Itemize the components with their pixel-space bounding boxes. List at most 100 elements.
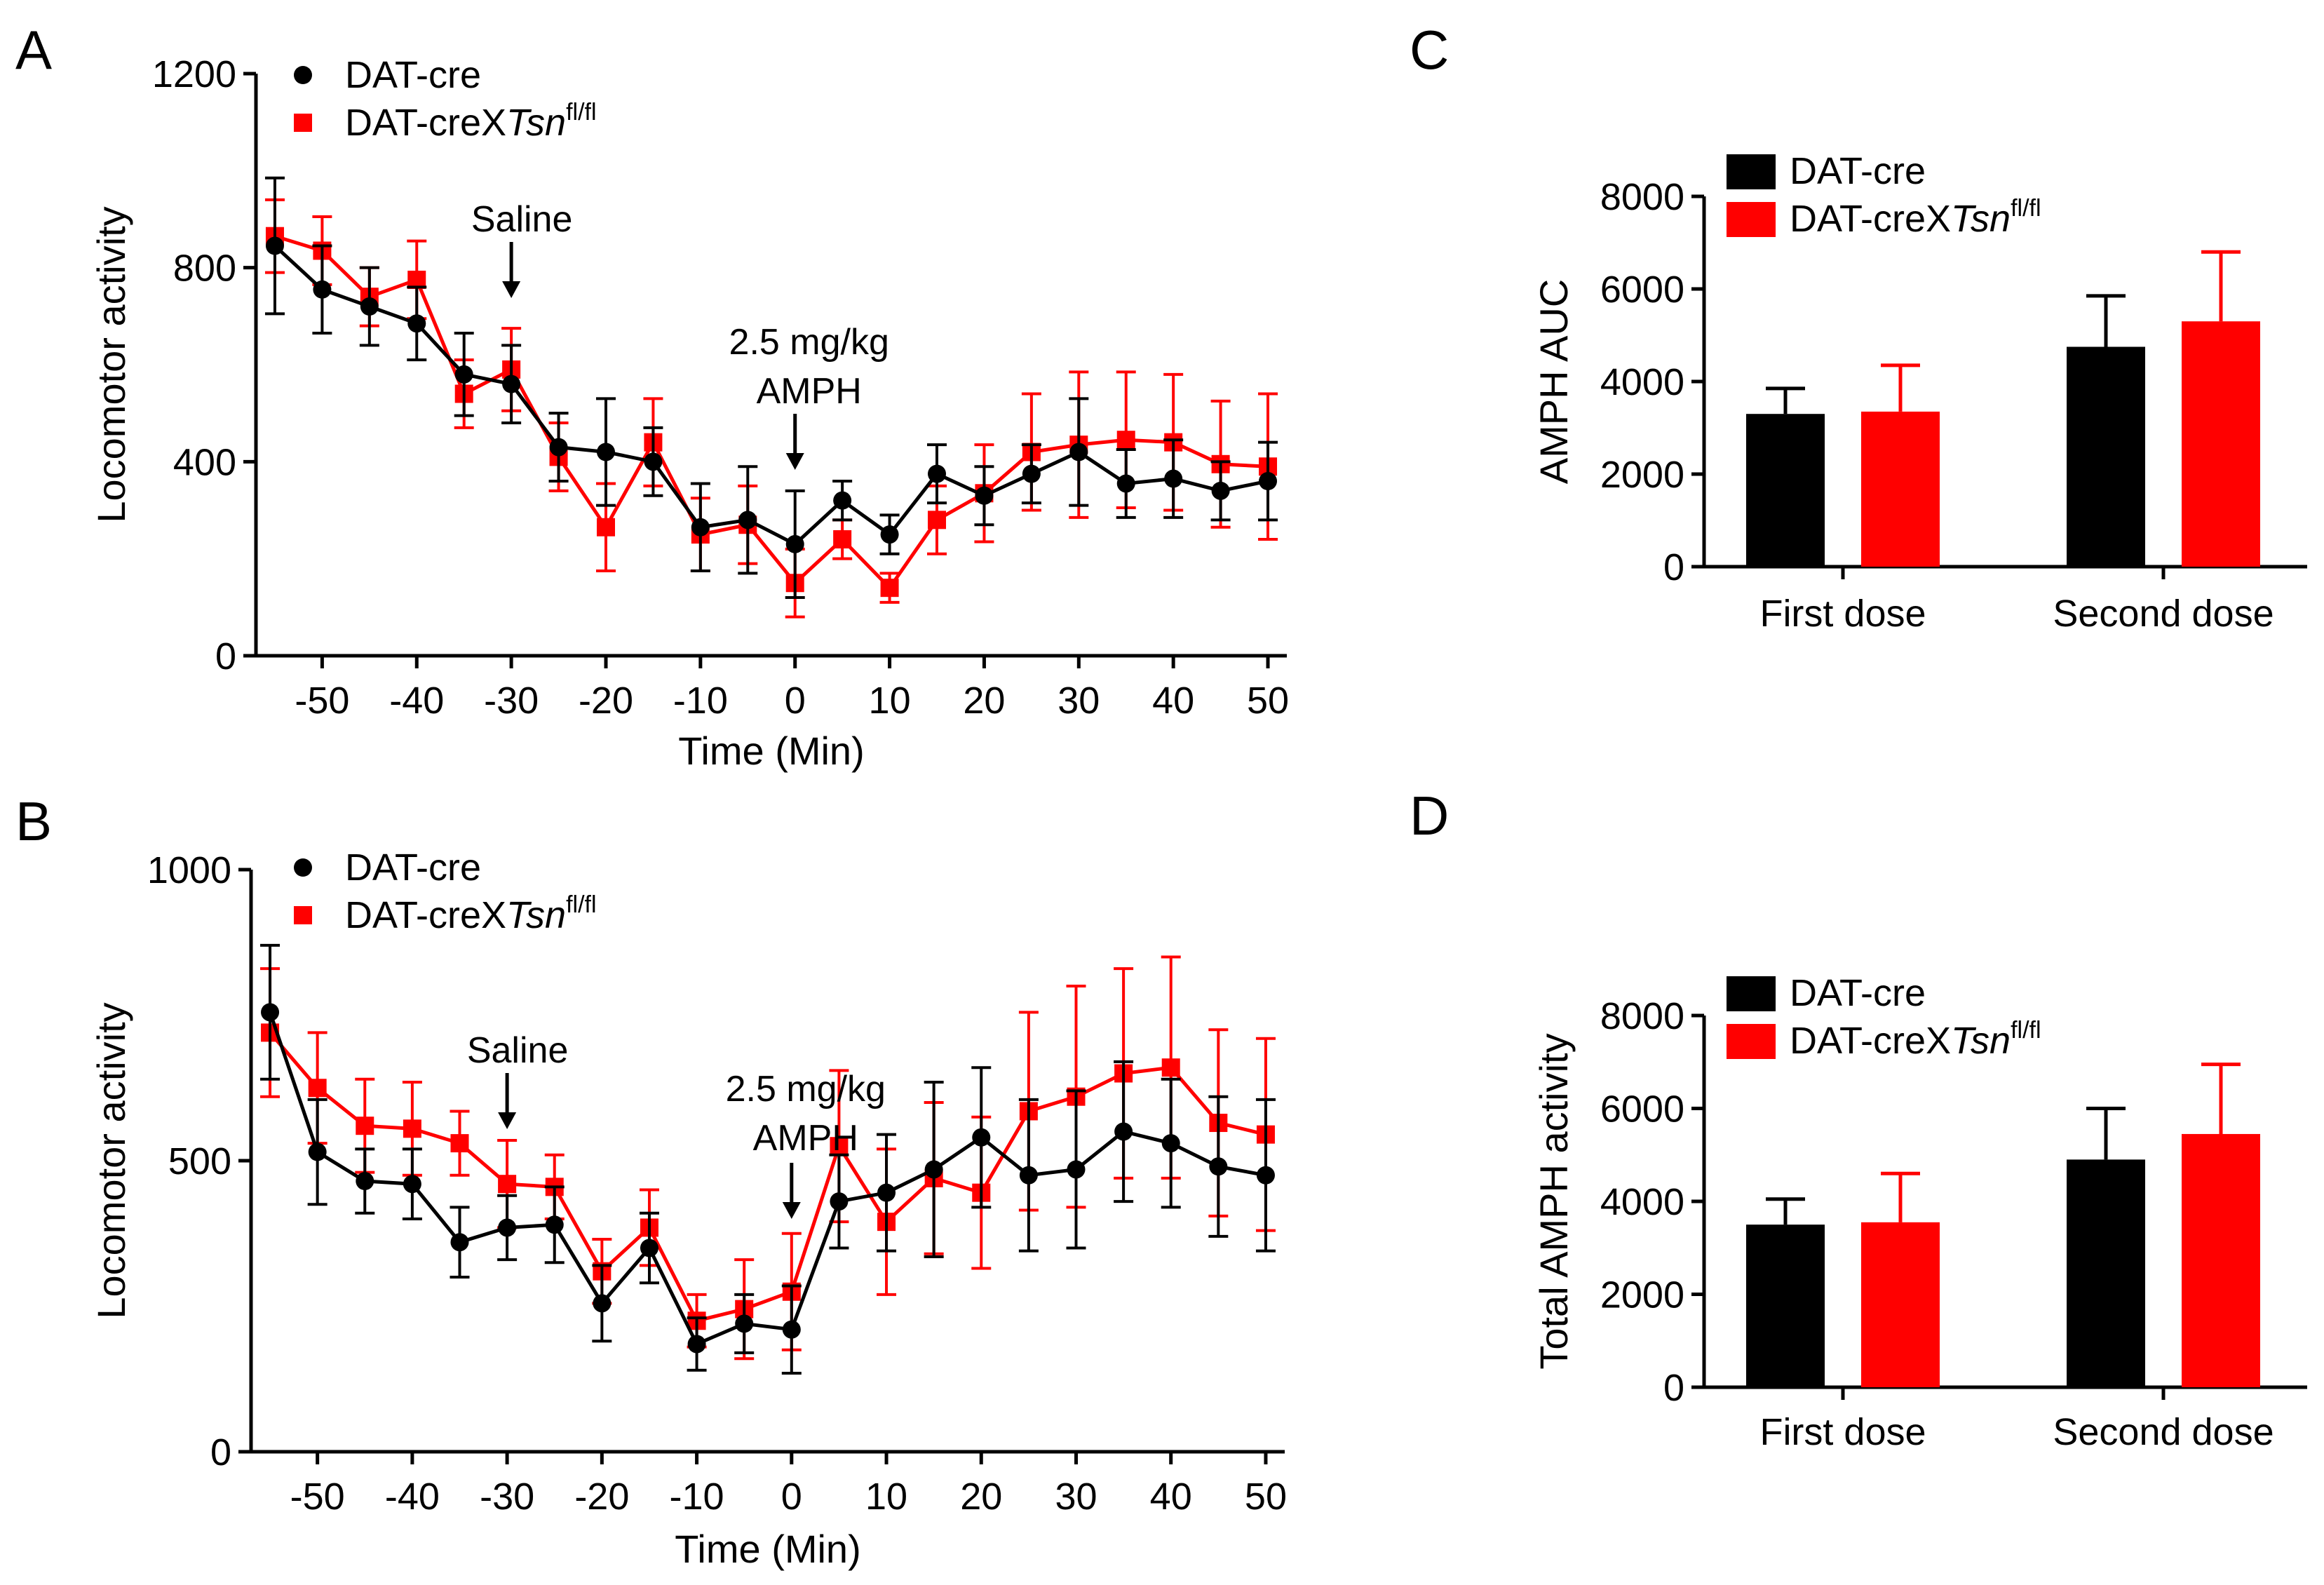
panel-a-xtick-label: 0 (785, 680, 806, 722)
panel-a-data-point (407, 314, 426, 333)
panel-b-data-point (877, 1183, 896, 1202)
panel-a-legend-label-italic: Tsn (506, 102, 566, 144)
panel-b-xtick-label: -40 (385, 1476, 440, 1518)
panel-a-data-point (833, 530, 852, 548)
panel-a-xtick-label: 10 (869, 680, 911, 722)
panel-d-bar-dat-crex-tsn (2182, 1133, 2260, 1387)
panel-a-xtick-label: 30 (1058, 680, 1100, 722)
panel-b-data-point (830, 1192, 849, 1211)
panel-b-xtick-label: 20 (960, 1476, 1002, 1518)
panel-a-xtick-label: -20 (579, 680, 633, 722)
panel-c-legend-label-base: DAT-cre (1790, 150, 1926, 192)
panel-a-data-point (502, 375, 521, 393)
panel-b-data-point (1067, 1160, 1086, 1179)
panel-c-bar-dat-crex-tsn (1861, 411, 1940, 567)
panel-a-data-point (928, 464, 947, 483)
panel-b-annotation-amph-text: 2.5 mg/kg (726, 1069, 886, 1110)
panel-a-data-point (880, 579, 899, 598)
panel-c-legend-label-italic: Tsn (1951, 198, 2011, 240)
panel-a-data-point (1164, 469, 1183, 488)
panel-b-xtick-label: 30 (1055, 1476, 1097, 1518)
panel-a-series-dat-cre (264, 176, 1278, 599)
panel-d-legend-label-italic: Tsn (1951, 1020, 2011, 1062)
panel-b-xtick-label: 10 (865, 1476, 907, 1518)
panel-b-xtick-label: -30 (480, 1476, 534, 1518)
panel-d-legend-label-base: DAT-cre (1790, 972, 1926, 1014)
panel-b-data-point (1161, 1134, 1180, 1153)
panel-b-data-point (498, 1218, 517, 1237)
panel-a-legend-label: DAT-cre (345, 54, 481, 96)
panel-b-data-point (356, 1117, 374, 1135)
panel-a-data-point (1116, 474, 1135, 493)
panel-b-xtick-label: -10 (670, 1476, 724, 1518)
panel-d-ytick-label: 4000 (1600, 1181, 1684, 1223)
panel-c-legend-label: DAT-creXTsnfl/fl (1790, 195, 2041, 240)
panel-a-xtick-label: 50 (1247, 680, 1289, 722)
panel-b-data-point (1256, 1166, 1275, 1185)
panel-a-xtick-label: 40 (1152, 680, 1194, 722)
panel-a-legend-label-base: DAT-cre (345, 54, 481, 96)
panel-b-xtick-label: -20 (574, 1476, 629, 1518)
panel-a-data-point (549, 438, 568, 457)
panel-b-annotation-saline-text: Saline (467, 1030, 569, 1071)
panel-b-legend-label-italic: Tsn (506, 894, 566, 936)
panel-letter-d: D (1410, 785, 1449, 847)
panel-b-data-point (687, 1335, 706, 1354)
panel-a-xtick-label: -30 (484, 680, 539, 722)
panel-b-legend-marker (294, 858, 312, 877)
panel-b-legend-label: DAT-creXTsnfl/fl (345, 891, 597, 936)
panel-a-annotation-amph-text: AMPH (757, 371, 862, 412)
panel-a-legend-label: DAT-creXTsnfl/fl (345, 99, 597, 144)
panel-a-annotation-amph-text: 2.5 mg/kg (729, 322, 889, 363)
panel-d-ytick-label: 8000 (1600, 995, 1684, 1037)
panel-b-data-point (640, 1239, 658, 1257)
panel-b-data-point (545, 1215, 564, 1234)
panel-b-data-point (498, 1175, 517, 1194)
panel-d-ytick-label: 0 (1663, 1367, 1684, 1409)
panel-a-xtick-label: -50 (295, 680, 349, 722)
panel-b-data-point (450, 1233, 469, 1252)
panel-b-ytick-label: 1000 (147, 849, 231, 891)
panel-a-data-point (360, 297, 379, 316)
panel-b-data-point (308, 1142, 327, 1161)
panel-a-legend-marker (294, 114, 312, 132)
panel-a-ytick-label: 400 (173, 441, 236, 483)
panel-a-annotation-arrow-head (785, 453, 804, 470)
panel-a-data-point (738, 511, 757, 530)
panel-c-category-label: Second dose (2053, 593, 2274, 635)
panel-d: D 0 2000 4000 6000 8000 Total AMPH activity Fi… (1410, 785, 2307, 1453)
panel-b-xtick-label: -50 (290, 1476, 345, 1518)
panel-a-data-point (691, 518, 710, 537)
panel-c-ytick-label: 4000 (1600, 361, 1684, 403)
panel-d-legend-label-base: DAT-creX (1790, 1020, 1951, 1062)
panel-b-data-point (1114, 1122, 1133, 1141)
panel-a: A 0 400 800 1200 -50 -40 -30 -20 -10 0 10 20 30 40 50 T… (15, 19, 1289, 773)
panel-letter-c: C (1410, 19, 1449, 81)
panel-b-ytick-label: 500 (168, 1140, 231, 1182)
panel-b: B 0 500 1000 -50 -40 -30 -20 -10 0 10 20 30 40 50 Time… (15, 790, 1287, 1571)
panel-b-data-point (972, 1128, 991, 1147)
panel-d-legend-label: DAT-creXTsnfl/fl (1790, 1017, 2041, 1062)
panel-a-data-point (1211, 481, 1230, 500)
panel-c-legend-label-base: DAT-creX (1790, 198, 1951, 240)
panel-a-xtick-label: -10 (673, 680, 728, 722)
panel-a-data-point (1259, 472, 1278, 490)
panel-b-data-point (924, 1160, 943, 1179)
panel-b-annotation-amph-text: AMPH (753, 1118, 858, 1159)
panel-d-y-axis-label: Total AMPH activity (1532, 1033, 1576, 1369)
panel-a-annotation-arrow-head (502, 281, 521, 298)
panel-b-data-point (735, 1314, 754, 1333)
panel-a-x-axis-label: Time (Min) (678, 729, 864, 773)
panel-b-legend-label-base: DAT-cre (345, 847, 481, 889)
panel-d-ytick-label: 6000 (1600, 1088, 1684, 1131)
panel-b-data-point (782, 1320, 801, 1339)
panel-b-annotation-arrow-head (782, 1202, 801, 1219)
panel-letter-a: A (15, 19, 52, 81)
panel-b-xtick-label: 40 (1150, 1476, 1192, 1518)
panel-a-data-point (1069, 443, 1088, 461)
panel-a-ytick-label: 1200 (152, 53, 236, 95)
